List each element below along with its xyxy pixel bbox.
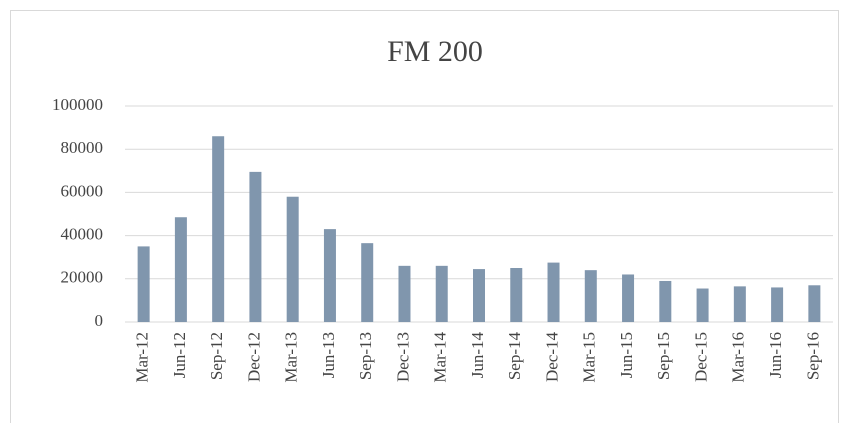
y-tick-label: 20000: [61, 268, 104, 287]
x-tick-label: Sep-15: [654, 332, 673, 380]
x-tick-label: Jun-14: [468, 332, 487, 379]
x-tick-label: Mar-13: [282, 332, 301, 383]
x-tick-label: Mar-12: [133, 332, 152, 383]
bar: [398, 265, 411, 322]
x-tick-label: Mar-15: [580, 332, 599, 383]
x-tick-label: Dec-15: [691, 332, 710, 382]
x-tick-label: Sep-14: [505, 332, 524, 381]
x-tick-label: Sep-16: [803, 332, 822, 380]
bar: [584, 270, 597, 322]
bar: [249, 171, 262, 322]
bar: [771, 287, 784, 322]
chart-title: FM 200: [387, 35, 483, 68]
x-tick-label: Jun-13: [319, 332, 338, 378]
bar: [286, 196, 299, 322]
x-tick-label: Jun-16: [766, 332, 785, 378]
x-tick-label: Jun-15: [617, 332, 636, 378]
bar: [361, 243, 374, 322]
bar: [733, 286, 746, 322]
bar: [435, 265, 448, 322]
bar: [622, 274, 635, 322]
bar: [473, 269, 485, 322]
bar: [137, 246, 150, 322]
y-tick-label: 80000: [61, 138, 104, 157]
x-tick-label: Dec-14: [542, 332, 561, 383]
x-tick-label: Sep-13: [356, 332, 375, 380]
bar: [547, 262, 560, 322]
x-tick-label: Dec-13: [393, 332, 412, 382]
bar: [510, 268, 523, 322]
x-tick-label: Mar-16: [729, 332, 748, 383]
bar: [212, 136, 225, 322]
bar: [696, 288, 709, 322]
y-tick-label: 100000: [52, 95, 103, 114]
chart-frame: [10, 10, 839, 423]
y-tick-label: 40000: [61, 225, 104, 244]
bar: [659, 280, 672, 322]
x-tick-label: Jun-12: [170, 332, 189, 378]
x-tick-label: Sep-12: [207, 332, 226, 380]
bar: [808, 285, 821, 322]
y-tick-label: 60000: [61, 181, 104, 200]
bar: [174, 217, 187, 322]
x-tick-label: Dec-12: [244, 332, 263, 382]
x-tick-label: Mar-14: [431, 332, 450, 383]
y-tick-label: 0: [95, 311, 104, 330]
bar: [323, 229, 336, 322]
